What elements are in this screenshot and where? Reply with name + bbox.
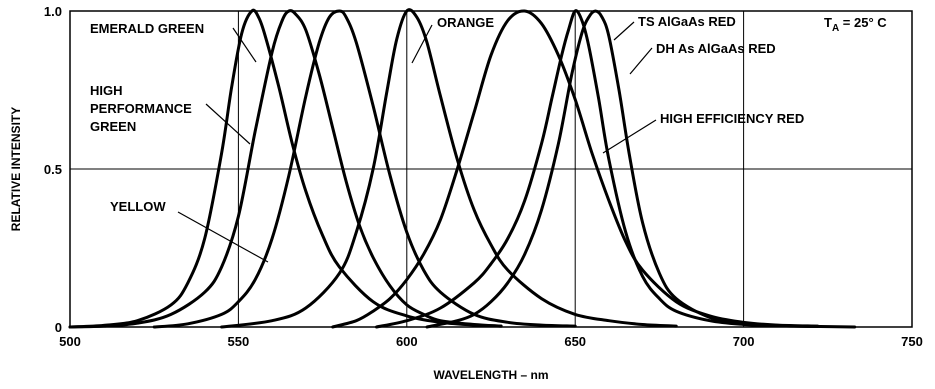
leader-line-high-efficiency-red <box>602 119 657 154</box>
y-tick-label-1-0: 1.0 <box>44 4 62 19</box>
x-tick-label-500: 500 <box>59 334 81 349</box>
series-line-emerald-green <box>68 8 503 329</box>
label-high-performance-green-line3: GREEN <box>90 119 136 134</box>
x-tick-label-750: 750 <box>901 334 923 349</box>
label-dh-as-algaas-red: DH As AlGaAs RED <box>656 41 776 56</box>
label-high-performance-green-line2: PERFORMANCE <box>90 101 192 116</box>
label-high-efficiency-red: HIGH EFFICIENCY RED <box>660 111 804 126</box>
series-line-ts-algaas-red <box>375 9 820 329</box>
label-emerald-green: EMERALD GREEN <box>90 21 204 36</box>
x-tick-label-700: 700 <box>733 334 755 349</box>
y-axis-title: RELATIVE INTENSITY <box>9 107 23 231</box>
leader-line-orange <box>411 24 433 64</box>
leader-layer <box>177 21 657 263</box>
series-line-orange <box>220 8 678 329</box>
condition-subscript: A <box>832 23 839 34</box>
series-line-high-efficiency-red <box>331 9 820 329</box>
label-orange: ORANGE <box>437 15 494 30</box>
leader-line-ts-algaas-red <box>613 21 635 41</box>
tick-layer: 500 550 600 650 700 750 0 0.5 1.0 <box>44 4 923 349</box>
x-tick-label-600: 600 <box>396 334 418 349</box>
series-line-dh-as-algaas-red <box>425 9 857 329</box>
y-tick-label-0: 0 <box>55 320 62 335</box>
condition-main: T <box>824 15 832 30</box>
label-yellow: YELLOW <box>110 199 166 214</box>
leader-line-dh-as-algaas-red <box>629 47 653 75</box>
x-tick-label-550: 550 <box>228 334 250 349</box>
label-high-performance-green-line1: HIGH <box>90 83 123 98</box>
condition-rest: = 25° C <box>839 15 887 30</box>
x-axis-title: WAVELENGTH – nm <box>433 368 548 382</box>
leader-line-yellow <box>177 211 269 263</box>
leader-line-high-performance-green <box>205 103 251 145</box>
curve-layer <box>68 8 857 329</box>
x-tick-label-650: 650 <box>564 334 586 349</box>
leader-line-emerald-green <box>232 27 257 63</box>
temperature-condition: TA = 25° C <box>824 15 887 34</box>
series-line-high-performance-green <box>68 9 503 329</box>
series-line-yellow <box>152 9 577 329</box>
label-ts-algaas-red: TS AlGaAs RED <box>638 14 736 29</box>
y-tick-label-0-5: 0.5 <box>44 162 62 177</box>
